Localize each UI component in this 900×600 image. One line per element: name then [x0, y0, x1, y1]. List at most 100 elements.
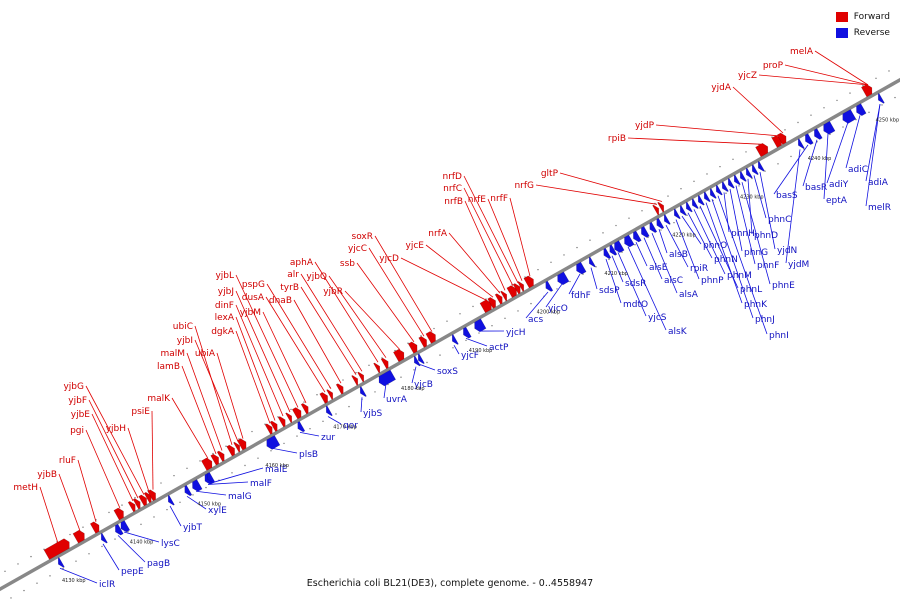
forward-leader-line — [77, 459, 97, 522]
scale-labels: 4130 kbp 4140 kbp 4150 kbp 4160 kbp 4170 kbp… — [62, 118, 899, 584]
tick-dot — [348, 405, 350, 408]
reverse-gene-block — [378, 369, 397, 387]
forward-leader-line — [235, 304, 284, 417]
reverse-leader-line — [802, 139, 818, 187]
forward-gene-label: dinF — [215, 301, 234, 311]
reverse-gene-label: pepE — [121, 567, 144, 577]
reverse-leader-line — [299, 431, 320, 437]
tick-dot — [186, 467, 188, 470]
forward-gene-label: yjcZ — [738, 71, 757, 81]
forward-gene-label: ssb — [340, 259, 355, 269]
forward-gene-label: yjbI — [177, 336, 193, 346]
tick-dot — [589, 239, 591, 241]
forward-leader-line — [127, 427, 150, 492]
forward-gene-block — [113, 507, 124, 521]
forward-gene-block — [89, 521, 100, 534]
reverse-leader-line — [271, 447, 298, 454]
reverse-gene-label: phnJ — [755, 315, 775, 325]
forward-leader-line — [559, 172, 663, 202]
tick-dot — [764, 170, 766, 172]
legend-reverse-label: Reverse — [853, 28, 890, 38]
reverse-gene-block — [697, 194, 705, 206]
tick-dot — [608, 258, 610, 261]
reverse-gene-label: malE — [265, 465, 288, 475]
reverse-gene-label: yjcF — [461, 351, 479, 361]
forward-gene-block — [373, 362, 381, 374]
tick-dot — [316, 394, 318, 396]
tick-dot — [335, 413, 337, 415]
reverse-gene-block — [739, 171, 747, 182]
reverse-leader-line — [195, 490, 227, 496]
tick-dot — [108, 511, 110, 514]
forward-gene-block — [264, 423, 273, 435]
reverse-gene-label: alsK — [668, 327, 688, 337]
tick-dot — [173, 474, 175, 477]
forward-leader-line — [85, 429, 121, 509]
reverse-gene-label: actP — [489, 343, 509, 353]
legend-forward-label: Forward — [853, 12, 890, 22]
forward-gene-label: yjbJ — [218, 287, 234, 297]
tick-dot — [212, 452, 214, 455]
tick-dot — [179, 501, 181, 503]
forward-gene-label: nrfG — [514, 181, 534, 191]
forward-gene-block — [494, 293, 503, 305]
reverse-gene-label: phnM — [727, 271, 752, 281]
reverse-gene-label: phnK — [744, 300, 768, 310]
forward-gene-label: nrfD — [442, 172, 462, 182]
tick-dot — [82, 526, 84, 528]
forward-gene-label: lamB — [157, 362, 180, 372]
forward-leader-line — [368, 247, 425, 337]
forward-gene-label: malK — [147, 394, 171, 404]
reverse-leader-line — [327, 416, 342, 425]
reverse-gene-block — [745, 167, 753, 179]
reverse-leader-line — [717, 195, 768, 335]
reverse-leader-line — [102, 543, 120, 571]
forward-leader-line — [293, 299, 342, 384]
reverse-gene-label: phnL — [740, 285, 762, 295]
tick-dot — [660, 229, 662, 231]
tick-dot — [368, 364, 370, 367]
reverse-gene-block — [325, 405, 333, 417]
forward-gene-label: aphA — [290, 258, 314, 268]
tick-dot — [225, 445, 227, 447]
tick-dot — [23, 589, 25, 592]
reverse-leader-line — [759, 171, 776, 250]
reverse-leader-line — [823, 133, 829, 200]
forward-leader-line — [448, 232, 501, 294]
reverse-gene-label: phnP — [701, 276, 724, 286]
forward-leader-line — [487, 198, 523, 281]
tick-dot — [270, 450, 272, 452]
tick-dot — [836, 99, 838, 102]
legend-item-forward: Forward — [835, 9, 890, 25]
backbone-tick-dots — [4, 70, 896, 599]
reverse-gene-label: alsC — [664, 276, 683, 286]
reverse-leader-line — [693, 209, 726, 275]
scale-label: 4210 kbp — [604, 271, 628, 277]
forward-gene-label: nrfA — [428, 229, 448, 239]
reverse-leader-line — [453, 345, 460, 355]
forward-gene-block — [506, 285, 517, 298]
label-leader-lines — [39, 50, 881, 584]
tick-dot — [706, 173, 708, 175]
reverse-gene-label: yjdN — [777, 246, 797, 256]
reverse-gene-label: alsA — [679, 290, 699, 300]
forward-gene-block — [357, 371, 365, 383]
forward-gene-label: nrfF — [490, 194, 508, 204]
reverse-gene-block — [663, 214, 671, 225]
tick-dot — [160, 482, 162, 484]
reverse-gene-label: phnN — [714, 255, 738, 265]
tick-dot — [478, 332, 480, 334]
tick-dot — [381, 357, 383, 359]
tick-dot — [719, 165, 721, 168]
forward-gene-label: nrfC — [443, 184, 462, 194]
scale-label: 4190 kbp — [469, 348, 493, 354]
tick-dot — [238, 438, 240, 440]
reverse-gene-block — [100, 532, 108, 544]
reverse-gene-block — [814, 128, 823, 140]
forward-gene-block — [138, 494, 147, 507]
forward-leader-line — [151, 410, 154, 490]
forward-gene-block — [216, 450, 225, 462]
tick-dot — [121, 504, 123, 506]
tick-dot — [556, 288, 558, 290]
tick-dot — [582, 273, 584, 275]
